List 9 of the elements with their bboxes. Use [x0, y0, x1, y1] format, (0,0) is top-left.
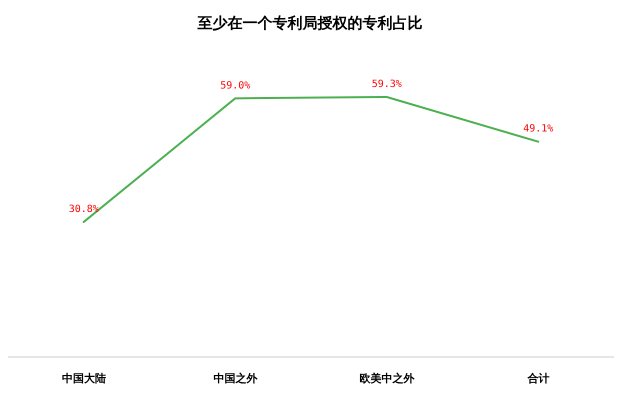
x-tick-label: 中国之外	[213, 372, 258, 385]
chart-title: 至少在一个专利局授权的专利占比	[196, 14, 422, 32]
x-tick-label: 中国大陆	[62, 372, 106, 385]
data-label: 59.3%	[372, 79, 402, 90]
data-label: 30.8%	[68, 204, 99, 215]
data-label: 59.0%	[220, 80, 250, 92]
data-label: 49.1%	[523, 124, 554, 135]
x-tick-label: 合计	[526, 372, 550, 385]
x-tick-label: 欧美中之外	[359, 372, 416, 385]
